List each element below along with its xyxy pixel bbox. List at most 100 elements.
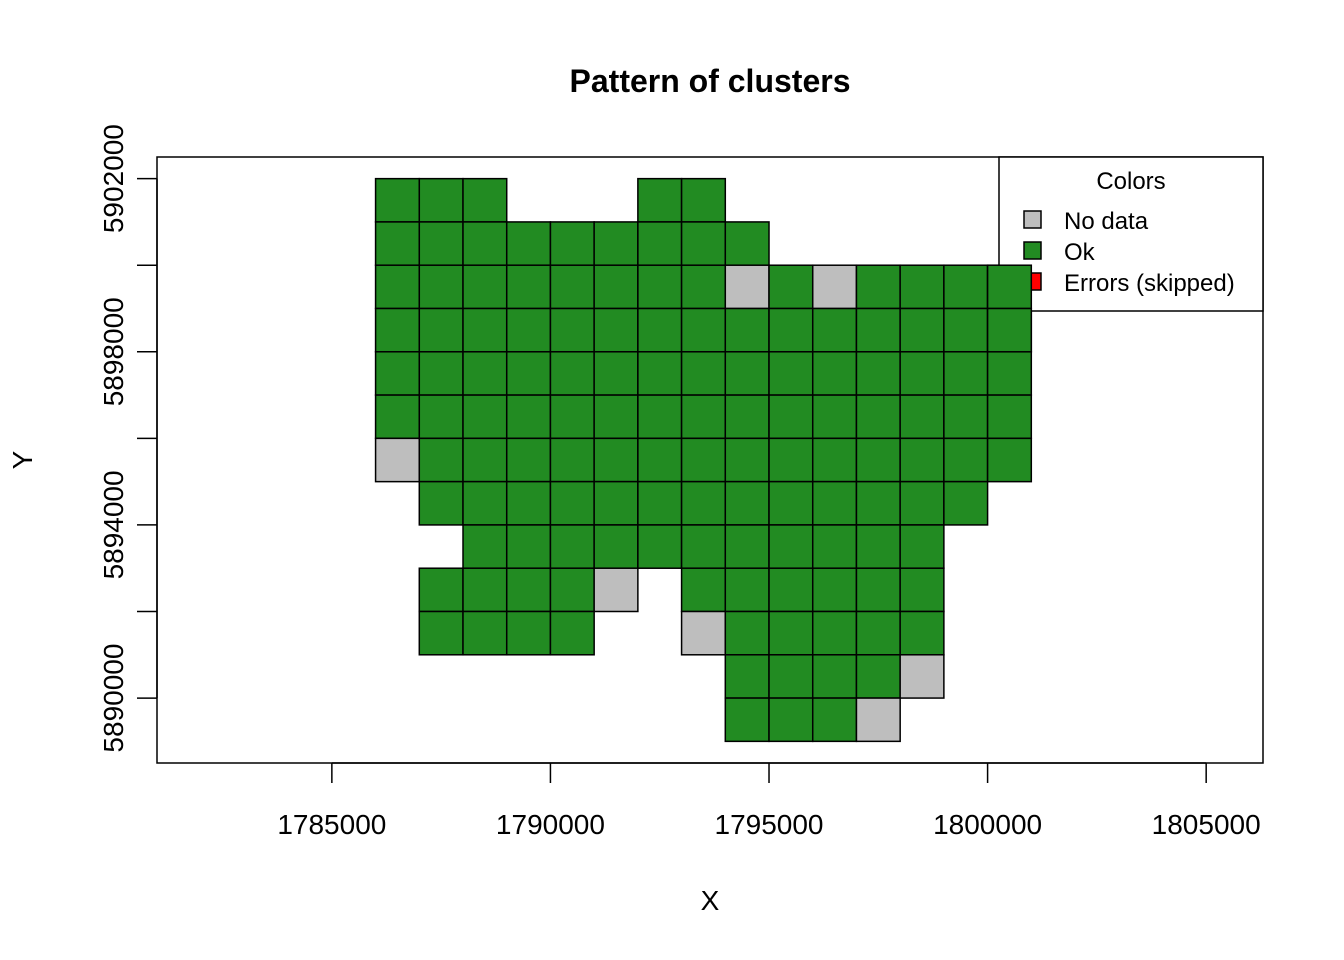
cell-ok [811,437,858,483]
cell-ok [855,264,901,310]
cell-ok [593,437,639,483]
cell-ok [637,177,683,223]
cell-ok [505,524,552,569]
cell-no-data [593,567,639,613]
cell-ok [811,351,858,396]
cell-ok [899,610,945,656]
legend-entry-label: Ok [1064,239,1096,266]
cell-ok [637,351,683,396]
legend: Colors No data Ok Errors (skipped) [986,156,1264,353]
cell-ok [374,221,421,266]
cell-ok [374,264,421,310]
cell-ok [724,351,770,396]
cell-ok [680,437,727,483]
cell-no-data [855,697,901,743]
cell-ok [768,351,814,396]
cell-ok [768,264,814,310]
cell-ok [680,307,727,353]
cell-ok [811,307,858,353]
cell-ok [462,177,508,223]
legend-swatch [1023,210,1042,229]
cell-ok [724,221,770,266]
cell-ok [768,697,814,743]
legend-entry-label: Errors (skipped) [1064,270,1235,297]
cell-ok [943,480,989,526]
cell-ok [418,307,464,353]
cell-ok [811,567,858,613]
cell-ok [724,654,770,699]
cell-ok [680,524,727,569]
cell-ok [811,394,858,440]
cell-ok [637,524,683,569]
cell-ok [855,351,901,396]
cell-ok [549,351,595,396]
cell-ok [549,394,595,440]
cell-ok [899,567,945,613]
cell-ok [593,394,639,440]
cell-ok [899,394,945,440]
cell-ok [986,264,1033,310]
cell-ok [811,524,858,569]
legend-entry-label: No data [1064,208,1149,235]
cell-ok [768,394,814,440]
y-tick-label: 5894000 [98,470,129,579]
x-axis-label: X [701,885,720,916]
cell-ok [418,264,464,310]
cell-ok [374,177,421,223]
cell-ok [680,264,727,310]
cell-ok [724,610,770,656]
cell-ok [593,221,639,266]
cell-ok [899,437,945,483]
cell-ok [549,437,595,483]
cell-ok [593,351,639,396]
cell-ok [768,480,814,526]
cell-ok [462,437,508,483]
cell-ok [637,437,683,483]
cell-ok [943,437,989,483]
cell-ok [637,480,683,526]
x-axis: 1785000 1790000 1795000 1800000 1805000 [277,762,1261,840]
cell-ok [505,437,552,483]
cell-ok [724,394,770,440]
cell-ok [768,524,814,569]
cell-ok [855,307,901,353]
cell-ok [899,307,945,353]
cell-ok [855,654,901,699]
cell-ok [418,567,464,613]
cell-ok [811,480,858,526]
cell-ok [899,264,945,310]
cell-ok [899,524,945,569]
cell-ok [768,610,814,656]
cell-ok [724,524,770,569]
cell-no-data [811,264,858,310]
cell-ok [505,394,552,440]
y-tick-label: 5898000 [98,297,129,406]
cell-ok [418,610,464,656]
cell-ok [986,437,1033,483]
cell-ok [986,351,1033,396]
cell-ok [768,307,814,353]
cell-ok [418,437,464,483]
x-tick-label: 1795000 [715,809,824,840]
cell-ok [505,351,552,396]
cell-ok [943,394,989,440]
cell-ok [462,394,508,440]
cell-ok [593,524,639,569]
cell-ok [505,567,552,613]
y-tick-label: 5902000 [98,124,129,233]
cell-ok [855,524,901,569]
x-tick-label: 1805000 [1152,809,1261,840]
cell-ok [855,437,901,483]
cell-ok [462,524,508,569]
cell-ok [462,221,508,266]
cell-ok [768,567,814,613]
cell-ok [462,610,508,656]
cell-ok [549,307,595,353]
cell-ok [593,264,639,310]
cell-ok [811,654,858,699]
cell-ok [593,307,639,353]
cell-ok [549,480,595,526]
cell-ok [637,264,683,310]
chart-title: Pattern of clusters [570,63,851,99]
